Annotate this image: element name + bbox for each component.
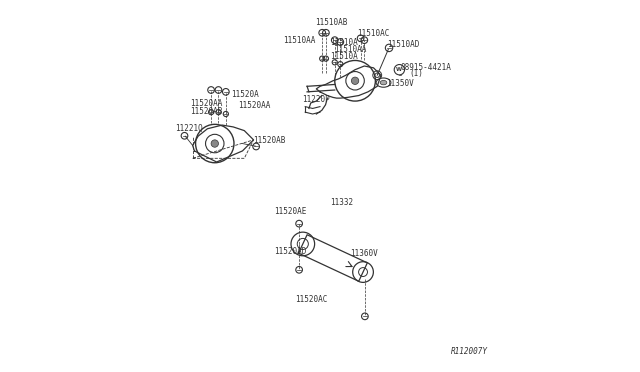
Text: 11510A: 11510A [330, 52, 358, 61]
Text: 11520AB: 11520AB [190, 106, 223, 116]
Text: 11520AA: 11520AA [238, 101, 271, 110]
Text: 11221Q: 11221Q [175, 124, 203, 133]
Text: 11520AC: 11520AC [295, 295, 327, 304]
Text: 11520AB: 11520AB [253, 137, 286, 145]
Text: 11510AD: 11510AD [388, 41, 420, 49]
Circle shape [351, 77, 359, 84]
Text: 11520AA: 11520AA [190, 99, 223, 108]
Text: 11510AA: 11510AA [333, 45, 366, 54]
Polygon shape [298, 235, 367, 281]
Text: 11510AB: 11510AB [316, 18, 348, 27]
Text: 11350V: 11350V [386, 79, 413, 88]
Circle shape [353, 262, 373, 282]
Text: 11510AC: 11510AC [357, 29, 390, 38]
Text: 11332: 11332 [330, 198, 353, 207]
Text: 11520AD: 11520AD [274, 247, 306, 256]
Circle shape [375, 73, 380, 77]
Text: 11520A: 11520A [230, 90, 259, 99]
Text: 11510A: 11510A [330, 38, 358, 47]
Text: (1): (1) [410, 69, 423, 78]
Text: 11520AE: 11520AE [274, 207, 306, 217]
Text: 11360V: 11360V [350, 249, 378, 258]
Text: W: W [396, 67, 403, 72]
Text: 11510AA: 11510AA [283, 36, 316, 45]
Text: R112007Y: R112007Y [451, 347, 488, 356]
Circle shape [291, 232, 315, 256]
Ellipse shape [380, 80, 387, 85]
Text: 08915-4421A: 08915-4421A [401, 63, 451, 72]
Text: 11220P: 11220P [302, 96, 330, 105]
Circle shape [211, 140, 218, 147]
